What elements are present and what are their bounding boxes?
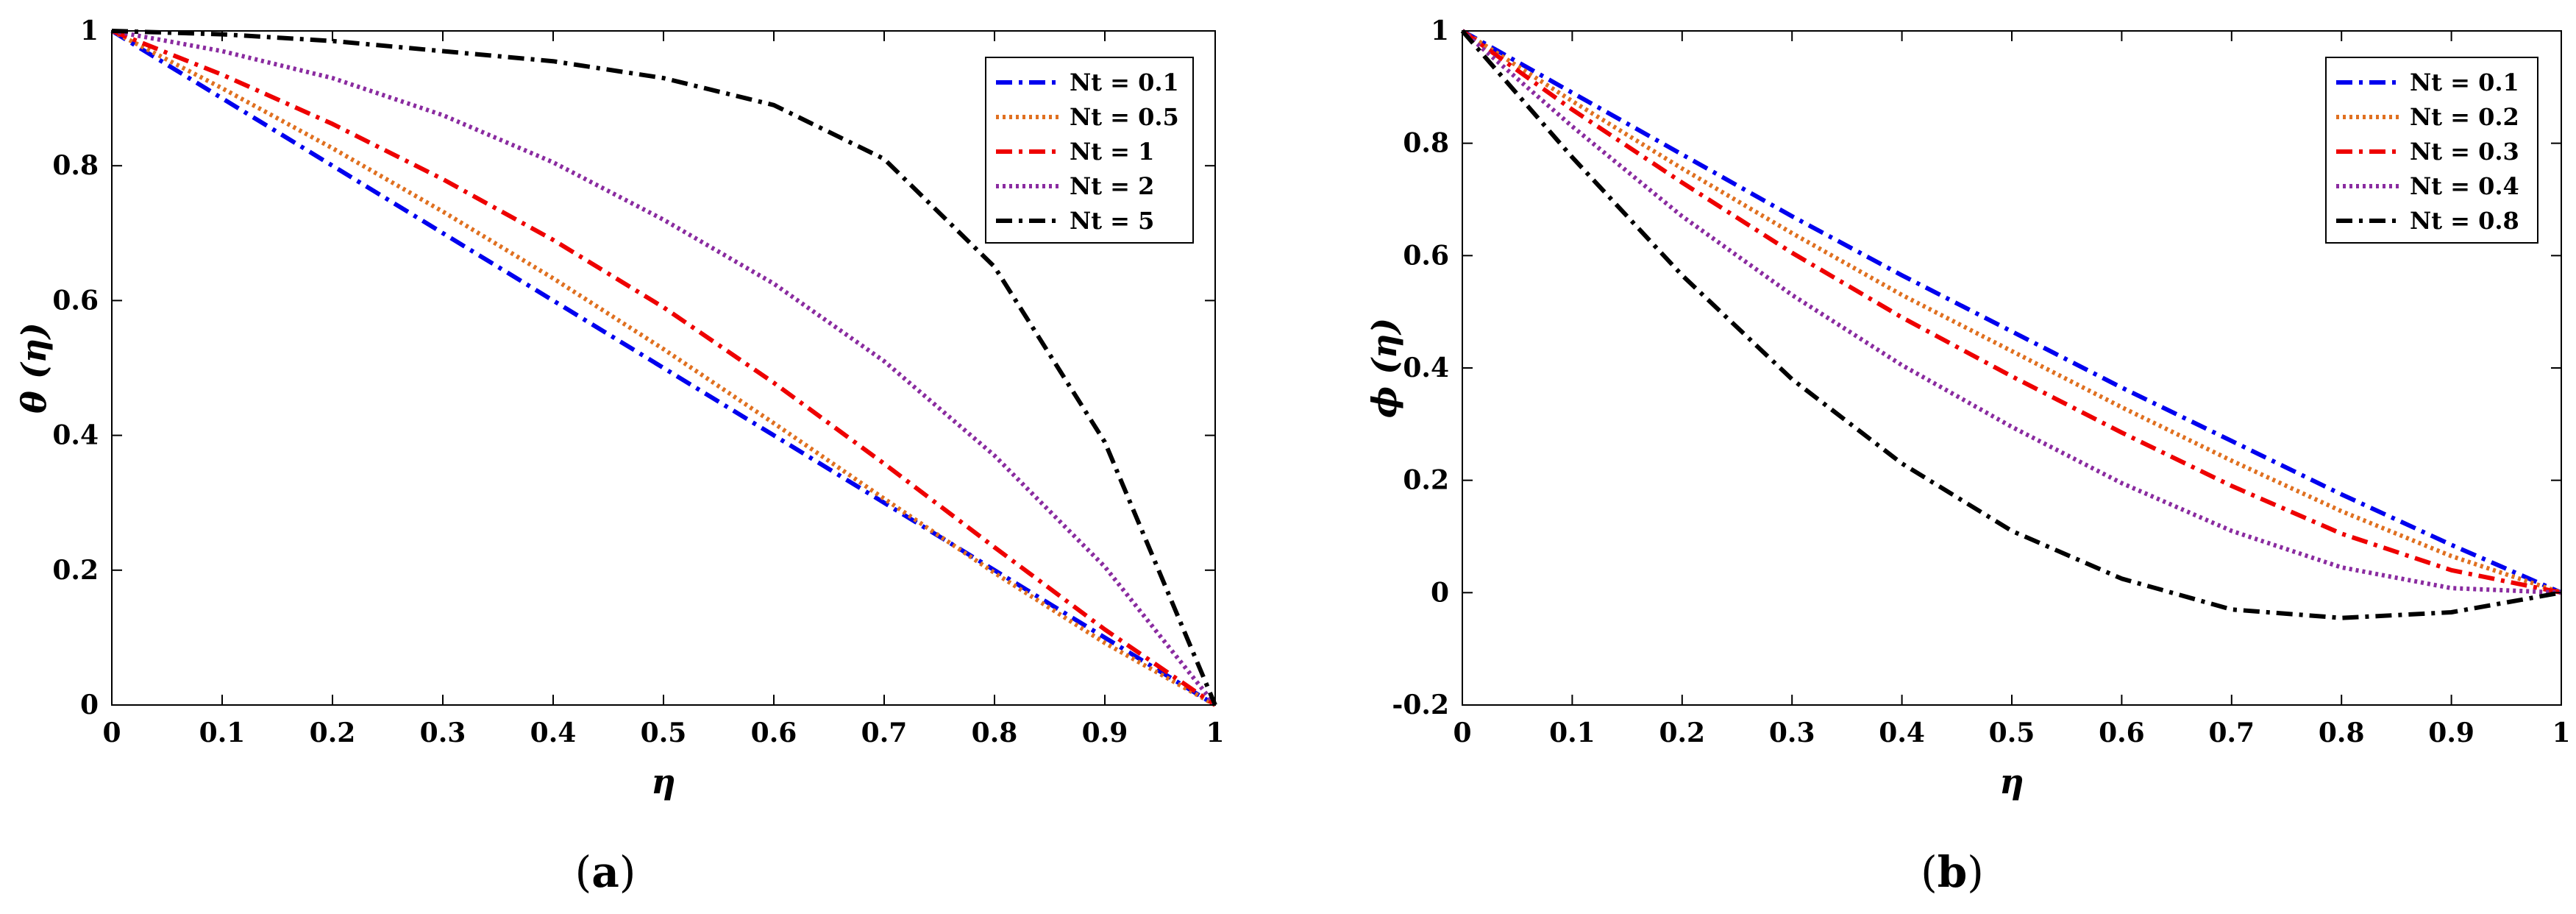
x-tick-label: 0.3 [420,718,466,748]
y-tick-label: 0.2 [52,555,99,586]
y-tick-label: 0.6 [1403,240,1449,271]
x-tick-label: 0.3 [1769,718,1815,748]
series-line-3 [110,29,1217,707]
y-tick-label: 0 [1431,577,1449,608]
caption-letter: a [591,847,619,897]
y-tick-label: 1 [1431,15,1449,46]
x-tick-label: 0.5 [641,718,687,748]
x-tick-label: 0 [102,718,121,748]
x-tick-label: 0.6 [2099,718,2145,748]
y-tick-label: 0.4 [1403,353,1449,383]
panel-caption: (b) [1921,847,1984,897]
x-tick-label: 0.9 [2428,718,2474,748]
x-axis-label: η [1999,762,2024,801]
series-line-3 [1461,29,2562,595]
y-tick-label: 0.8 [52,150,99,181]
caption-close-paren: ) [1967,847,1984,897]
legend-label-5: Nt = 5 [1070,207,1154,235]
x-tick-label: 0.1 [1549,718,1595,748]
legend-label-2: Nt = 0.2 [2410,103,2519,131]
x-tick-label: 0.2 [310,718,356,748]
legend: Nt = 0.1 Nt = 0.5 Nt = 1 Nt = 2 Nt = 5 [985,57,1194,244]
y-axis-label: ϕ (η) [1365,318,1404,418]
x-tick-label: 0.7 [2208,718,2255,748]
caption-close-paren: ) [619,847,636,897]
series-group [110,29,1217,707]
x-tick-label: 0.8 [2319,718,2365,748]
series-line-4 [111,29,1217,706]
chart-panel-a: 0 0.1 0.2 0.3 0.4 0.5 0.6 0.7 0.8 0.9 1 0 0.2 0.4 0.6 0… [14,15,1225,897]
x-axis-label: η [651,762,675,801]
y-tick-label: 0.8 [1403,128,1449,159]
chart-panel-b: 0 0.1 0.2 0.3 0.4 0.5 0.6 0.7 0.8 0.9 1-0.200.20.4… [1365,15,2571,897]
caption-open-paren: ( [1921,847,1938,897]
series-group [1460,29,2563,620]
x-tick-label: 0.9 [1082,718,1128,748]
x-tick-label: 0.4 [1879,718,1925,748]
y-tick-label: 0.4 [52,420,99,451]
y-tick-label: 1 [80,15,99,46]
series-line-2 [1461,29,2562,595]
legend-label-3: Nt = 0.3 [2410,138,2519,166]
legend-label-4: Nt = 2 [1070,172,1154,200]
legend: Nt = 0.1 Nt = 0.2 Nt = 0.3 Nt = 0.4 Nt = 0.8 [2325,57,2538,244]
y-tick-label: 0.6 [52,285,99,316]
series-line-2 [110,29,1217,707]
x-tick-label: 1 [1206,718,1224,748]
panel-caption: (a) [575,847,636,897]
x-tick-label: 0.5 [1989,718,2035,748]
y-axis-label: θ (η) [14,322,54,414]
legend-label-4: Nt = 0.4 [2410,172,2519,200]
legend-label-1: Nt = 0.1 [1070,68,1179,96]
x-tick-label: 0.8 [972,718,1018,748]
caption-letter: b [1938,847,1968,897]
series-line-1 [1461,29,2563,595]
y-tick-label: 0.2 [1403,465,1449,496]
x-tick-label: 0 [1453,718,1471,748]
x-tick-label: 0.1 [199,718,246,748]
y-tick-label: 0 [80,690,99,720]
caption-open-paren: ( [575,847,592,897]
x-tick-label: 0.6 [751,718,797,748]
legend-label-5: Nt = 0.8 [2410,207,2519,235]
legend-label-2: Nt = 0.5 [1070,103,1179,131]
legend-label-3: Nt = 1 [1070,138,1154,166]
x-tick-label: 0.2 [1659,718,1705,748]
series-line-4 [1461,29,2562,595]
x-tick-label: 1 [2552,718,2570,748]
x-tick-label: 0.7 [861,718,908,748]
y-tick-label: -0.2 [1392,690,1449,720]
series-line-5 [1460,29,2562,620]
x-tick-label: 0.4 [530,718,577,748]
legend-label-1: Nt = 0.1 [2410,68,2519,96]
series-line-5 [111,29,1217,706]
